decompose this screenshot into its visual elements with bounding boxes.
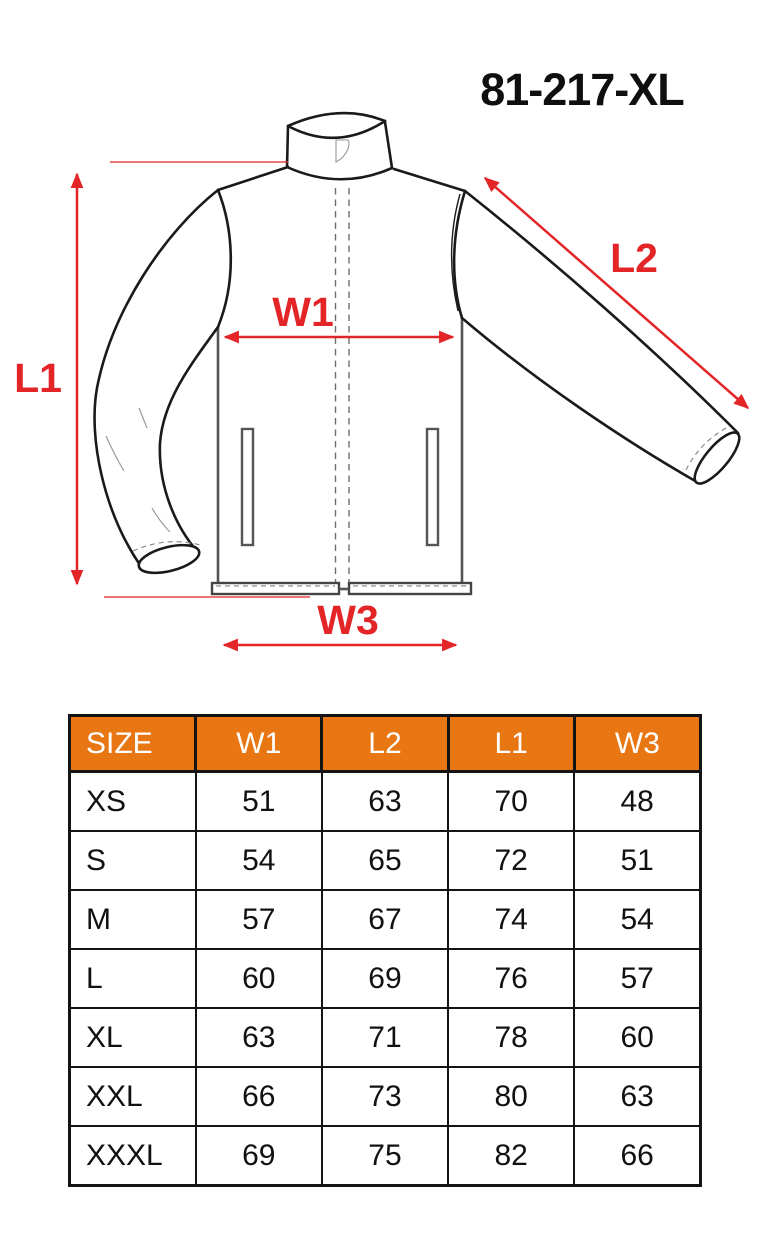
value-cell: 63 [320, 770, 450, 832]
size-cell: XS [68, 770, 197, 832]
jacket-outline [216, 165, 467, 583]
value-cell: 72 [447, 830, 576, 891]
size-cell: XL [68, 1007, 197, 1068]
value-cell: 48 [573, 770, 702, 832]
value-cell: 66 [194, 1066, 323, 1127]
size-table: SIZE W1 L2 L1 W3 XS 51 63 70 48 S 54 65 … [67, 714, 703, 1187]
value-cell: 63 [573, 1066, 702, 1127]
right-pocket [425, 427, 440, 547]
value-cell: 57 [194, 889, 323, 950]
value-cell: 66 [573, 1125, 702, 1187]
value-cell: 60 [194, 948, 323, 1009]
size-table-header-row: SIZE W1 L2 L1 W3 [67, 714, 703, 773]
value-cell: 57 [573, 948, 702, 1009]
dimension-l2: L2 [483, 176, 750, 410]
right-sleeve [460, 189, 741, 485]
value-cell: 60 [573, 1007, 702, 1068]
value-cell: 74 [447, 889, 576, 950]
w1-label: W1 [272, 289, 334, 335]
value-cell: 67 [320, 889, 450, 950]
header-l2: L2 [320, 714, 450, 773]
value-cell: 65 [320, 830, 450, 891]
value-cell: 63 [194, 1007, 323, 1068]
table-row: XL 63 71 78 60 [68, 1007, 702, 1068]
left-sleeve [93, 188, 220, 575]
value-cell: 54 [194, 830, 323, 891]
size-cell: M [68, 889, 197, 950]
value-cell: 80 [447, 1066, 576, 1127]
table-row: XXL 66 73 80 63 [68, 1066, 702, 1127]
value-cell: 69 [320, 948, 450, 1009]
dimension-w1: W1 [223, 289, 455, 344]
table-row: S 54 65 72 51 [68, 830, 702, 891]
product-code-title: 81-217-XL [480, 64, 685, 115]
table-row: M 57 67 74 54 [68, 889, 702, 950]
table-row: XS 51 63 70 48 [68, 770, 702, 832]
size-cell: XXXL [68, 1125, 197, 1187]
value-cell: 51 [194, 770, 323, 832]
header-l1: L1 [446, 714, 576, 773]
l1-label: L1 [14, 355, 62, 401]
value-cell: 70 [447, 770, 576, 832]
value-cell: 75 [320, 1125, 450, 1187]
value-cell: 82 [447, 1125, 576, 1187]
zipper-pull [335, 139, 350, 163]
table-row: L 60 69 76 57 [68, 948, 702, 1009]
jacket-measurement-diagram: L1 W1 L2 W3 [14, 111, 750, 652]
hem-band [210, 581, 473, 596]
dimension-l1: L1 [14, 161, 310, 598]
dimension-w3: W3 [222, 597, 458, 652]
header-w3: W3 [572, 714, 703, 773]
size-cell: L [68, 948, 197, 1009]
collar [285, 111, 394, 181]
table-row: XXXL 69 75 82 66 [68, 1125, 702, 1187]
value-cell: 54 [573, 889, 702, 950]
l2-label: L2 [610, 235, 658, 281]
size-cell: XXL [68, 1066, 197, 1127]
value-cell: 73 [320, 1066, 450, 1127]
left-pocket [240, 427, 255, 547]
zipper [334, 188, 350, 582]
size-cell: S [68, 830, 197, 891]
header-size: SIZE [67, 714, 198, 773]
value-cell: 51 [573, 830, 702, 891]
value-cell: 76 [447, 948, 576, 1009]
header-w1: W1 [194, 714, 324, 773]
value-cell: 78 [447, 1007, 576, 1068]
value-cell: 69 [194, 1125, 323, 1187]
w3-label: W3 [317, 597, 379, 643]
value-cell: 71 [320, 1007, 450, 1068]
